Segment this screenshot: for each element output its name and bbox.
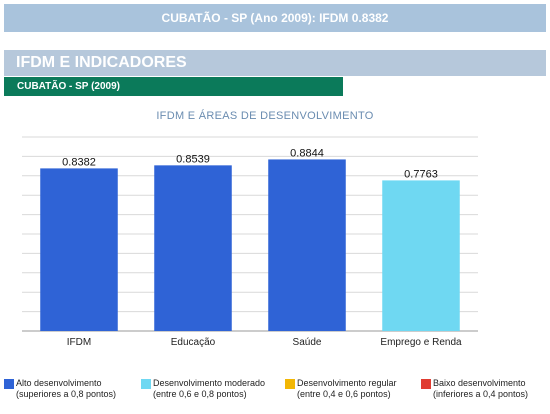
legend-range: (entre 0,4 e 0,6 pontos) <box>297 389 391 399</box>
bar-3 <box>382 180 460 331</box>
legend-label: Desenvolvimento moderado <box>153 378 266 388</box>
legend-item-high: Alto desenvolvimento (superiores a 0,8 p… <box>4 378 116 400</box>
data-label: 0.8539 <box>176 153 210 165</box>
data-label: 0.8382 <box>62 156 96 168</box>
x-tick-label: Emprego e Renda <box>380 337 462 348</box>
legend-range: (entre 0,6 e 0,8 pontos) <box>153 389 247 399</box>
banner-title: CUBATÃO - SP (Ano 2009): IFDM 0.8382 <box>161 11 389 25</box>
title-banner: CUBATÃO - SP (Ano 2009): IFDM 0.8382 <box>4 4 546 32</box>
legend-item-moderate: Desenvolvimento moderado (entre 0,6 e 0,… <box>141 378 265 400</box>
legend-item-regular: Desenvolvimento regular (entre 0,4 e 0,6… <box>285 378 397 400</box>
x-tick-label: Saúde <box>293 337 322 348</box>
chart-title: IFDM E ÁREAS DE DESENVOLVIMENTO <box>156 110 374 122</box>
section-title: IFDM E INDICADORES <box>16 54 187 71</box>
x-tick-label: IFDM <box>67 337 91 348</box>
legend-range: (superiores a 0,8 pontos) <box>16 389 117 399</box>
legend-range: (inferiores a 0,4 pontos) <box>433 389 529 399</box>
legend-label: Alto desenvolvimento <box>16 378 102 388</box>
legend-swatch-high <box>4 379 14 389</box>
bar-0 <box>40 168 118 331</box>
legend-swatch-low <box>421 379 431 389</box>
bar-1 <box>154 165 232 331</box>
legend-item-low: Baixo desenvolvimento (inferiores a 0,4 … <box>421 378 528 400</box>
subsection-header: CUBATÃO - SP (2009) <box>4 77 343 96</box>
legend-label: Baixo desenvolvimento <box>433 378 526 388</box>
x-tick-label: Educação <box>171 337 216 348</box>
legend-swatch-regular <box>285 379 295 389</box>
section-header: IFDM E INDICADORES <box>4 50 546 76</box>
data-label: 0.7763 <box>404 168 438 180</box>
legend-swatch-moderate <box>141 379 151 389</box>
legend: Alto desenvolvimento (superiores a 0,8 p… <box>4 378 550 408</box>
subsection-title: CUBATÃO - SP (2009) <box>17 81 120 92</box>
legend-label: Desenvolvimento regular <box>297 378 397 388</box>
bar-2 <box>268 159 346 331</box>
data-label: 0.8844 <box>290 147 324 159</box>
